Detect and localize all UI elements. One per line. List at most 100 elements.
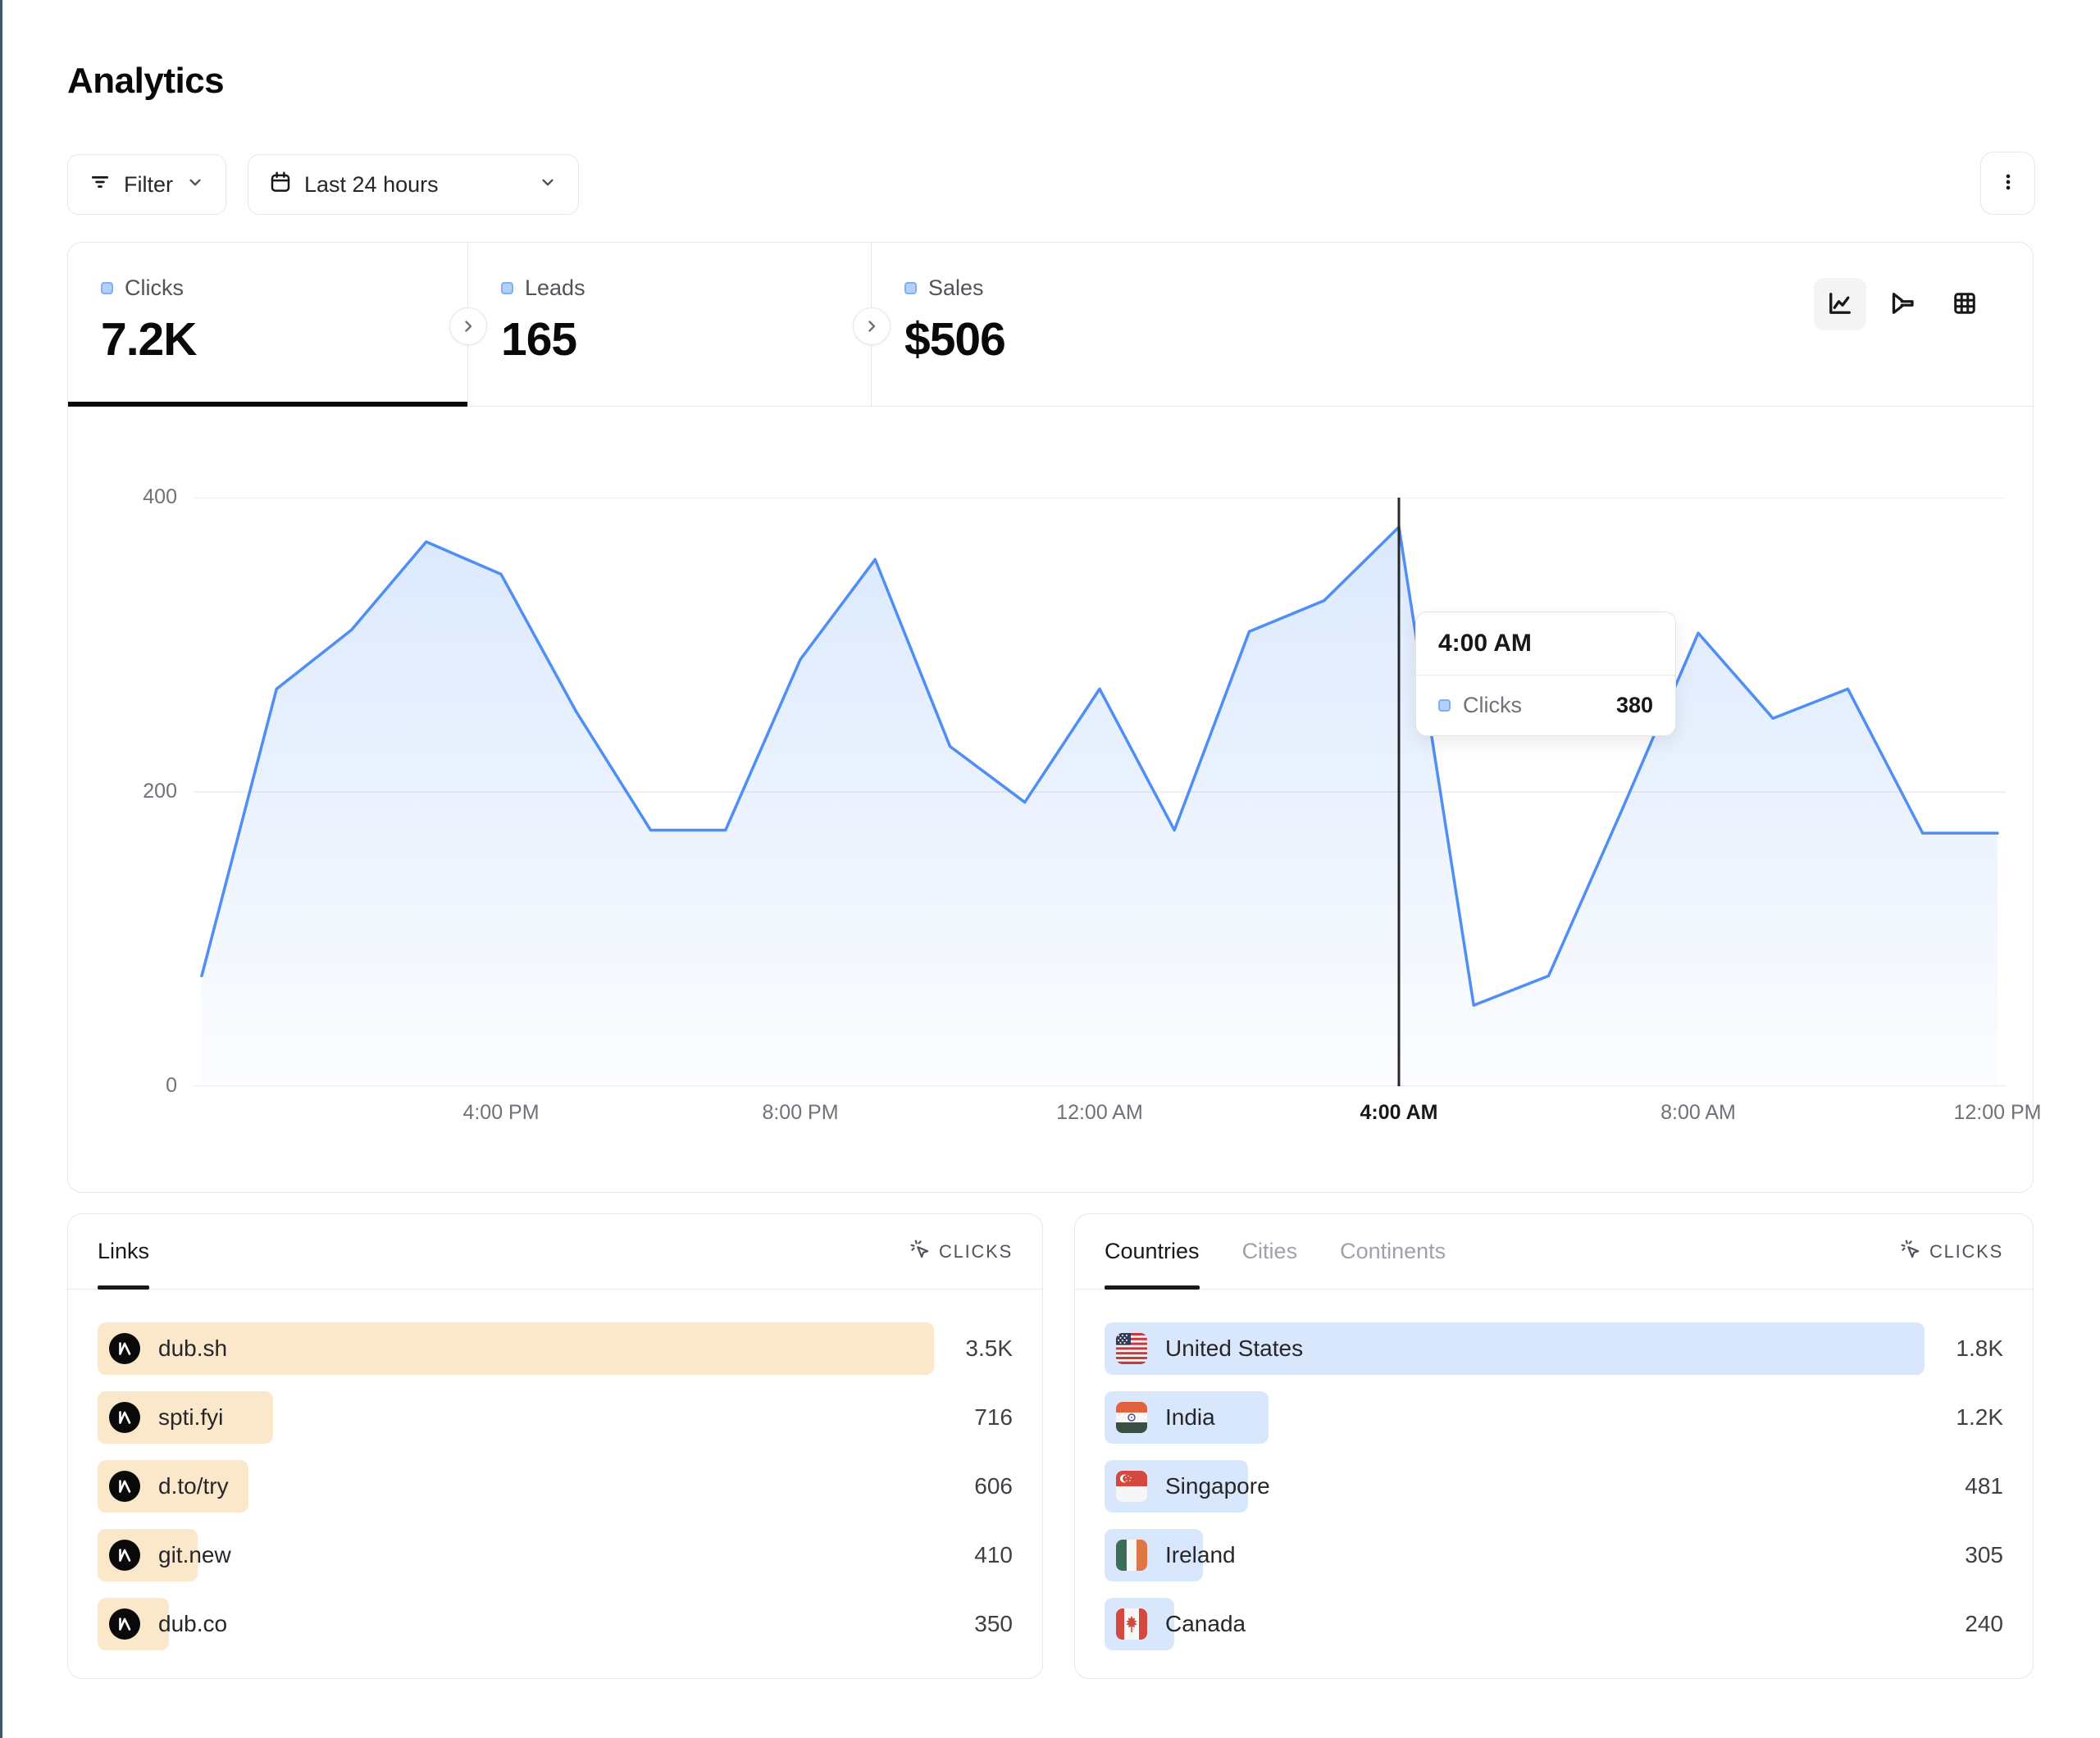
country-row[interactable]: Ireland 305 — [1105, 1529, 2003, 1581]
country-name: India — [1165, 1404, 1215, 1430]
chart-tooltip: 4:00 AM Clicks 380 — [1415, 612, 1676, 736]
links-panel: Links CLICKS dub.sh 3.5K spti.fyi — [67, 1213, 1043, 1679]
chevron-down-icon — [537, 171, 558, 198]
link-clicks-value: 3.5K — [965, 1335, 1013, 1361]
filter-button[interactable]: Filter — [67, 154, 226, 215]
dub-logo-icon — [109, 1540, 140, 1571]
y-tick-label: 400 — [143, 485, 177, 508]
date-range-button[interactable]: Last 24 hours — [248, 154, 579, 215]
x-tick-label: 12:00 AM — [1056, 1101, 1143, 1124]
analytics-card: Clicks 7.2K Leads 165 Sales $506 — [67, 242, 2042, 1193]
country-name: Singapore — [1165, 1473, 1270, 1499]
x-tick-label: 4:00 PM — [462, 1101, 540, 1124]
links-panel-header: Links CLICKS — [68, 1214, 1042, 1290]
link-clicks-value: 716 — [974, 1404, 1013, 1430]
country-row[interactable]: India 1.2K — [1105, 1391, 2003, 1444]
geo-panel-header: Countries Cities Continents CLICKS — [1075, 1214, 2033, 1290]
link-row[interactable]: dub.sh 3.5K — [98, 1322, 1013, 1375]
country-clicks-value: 481 — [1965, 1473, 2003, 1499]
table-view-button[interactable] — [1938, 278, 1991, 330]
chevron-right-icon — [465, 321, 472, 332]
link-row[interactable]: dub.co 350 — [98, 1598, 1013, 1650]
country-row[interactable]: Singapore 481 — [1105, 1460, 2003, 1513]
dub-logo-icon — [109, 1333, 140, 1364]
stat-value: 7.2K — [101, 313, 197, 366]
link-name: spti.fyi — [158, 1404, 224, 1430]
link-row[interactable]: d.to/try 606 — [98, 1460, 1013, 1513]
india-flag-icon — [1116, 1402, 1147, 1433]
us-flag-icon — [1116, 1333, 1147, 1364]
link-clicks-value: 350 — [974, 1611, 1013, 1636]
filter-button-label: Filter — [124, 171, 173, 197]
tab-countries[interactable]: Countries — [1105, 1214, 1200, 1290]
stat-label: Leads — [525, 275, 585, 300]
y-axis-labels: 0 200 400 — [68, 485, 177, 1097]
date-range-label: Last 24 hours — [304, 171, 439, 197]
funnel-view-button[interactable] — [1876, 278, 1929, 330]
stat-tab-leads[interactable]: Leads 165 — [468, 243, 872, 406]
metric-label-text: CLICKS — [938, 1240, 1013, 1262]
more-options-button[interactable] — [1980, 152, 2035, 215]
line-chart-icon — [1825, 289, 1855, 321]
grid-icon — [1950, 289, 1979, 321]
clicks-legend-swatch — [101, 282, 113, 294]
dub-logo-icon — [109, 1402, 140, 1433]
stat-tab-clicks[interactable]: Clicks 7.2K — [68, 243, 468, 407]
country-clicks-value: 305 — [1965, 1542, 2003, 1567]
y-tick-label: 0 — [166, 1074, 177, 1097]
chevron-right-icon — [868, 321, 876, 332]
x-tick-label: 8:00 AM — [1660, 1101, 1736, 1124]
country-row[interactable]: Canada 240 — [1105, 1598, 2003, 1650]
stat-value: 165 — [501, 313, 577, 366]
country-name: Canada — [1165, 1611, 1246, 1636]
link-row[interactable]: git.new 410 — [98, 1529, 1013, 1581]
country-clicks-value: 1.2K — [1956, 1404, 2003, 1430]
tab-cities[interactable]: Cities — [1241, 1239, 1298, 1263]
x-tick-label: 12:00 PM — [1953, 1101, 2042, 1124]
dub-logo-icon — [109, 1608, 140, 1640]
canada-flag-icon — [1116, 1608, 1147, 1640]
link-name: dub.co — [158, 1611, 228, 1636]
x-tick-label: 8:00 PM — [762, 1101, 839, 1124]
expand-sales-button[interactable] — [853, 307, 891, 345]
country-name: Ireland — [1165, 1542, 1236, 1567]
page-title: Analytics — [67, 61, 225, 101]
ireland-flag-icon — [1116, 1540, 1147, 1571]
filter-lines-icon — [88, 170, 112, 200]
link-name: dub.sh — [158, 1335, 228, 1361]
kebab-icon — [1997, 171, 2020, 196]
tooltip-time: 4:00 AM — [1416, 612, 1675, 676]
tooltip-series-label: Clicks — [1463, 693, 1522, 717]
links-metric-header[interactable]: CLICKS — [909, 1214, 1013, 1289]
tab-continents[interactable]: Continents — [1340, 1239, 1446, 1263]
x-axis-labels: 4:00 PM 8:00 PM 12:00 AM 4:00 AM 8:00 AM 12:0… — [194, 1101, 2041, 1134]
leads-legend-swatch — [501, 282, 513, 294]
chevron-down-icon — [184, 171, 206, 198]
chart-plot[interactable] — [194, 491, 2006, 1087]
country-row[interactable]: United States 1.8K — [1105, 1322, 2003, 1375]
stat-tab-sales[interactable]: Sales $506 — [872, 243, 2033, 406]
y-tick-label: 200 — [143, 780, 177, 803]
line-chart-view-button[interactable] — [1814, 278, 1866, 330]
tab-links[interactable]: Links — [98, 1214, 150, 1290]
clicks-area-chart[interactable] — [194, 491, 2006, 1087]
cursor-click-icon — [1900, 1239, 1921, 1265]
stats-row: Clicks 7.2K Leads 165 Sales $506 — [68, 243, 2033, 407]
country-clicks-value: 240 — [1965, 1611, 2003, 1636]
geo-metric-header[interactable]: CLICKS — [1900, 1214, 2003, 1289]
link-name: d.to/try — [158, 1473, 229, 1499]
tooltip-legend-swatch — [1438, 699, 1451, 712]
stat-label: Sales — [928, 275, 984, 300]
toolbar: Filter Last 24 hours — [67, 154, 579, 215]
expand-leads-button[interactable] — [449, 307, 487, 345]
country-clicks-value: 1.8K — [1956, 1335, 2003, 1361]
link-row[interactable]: spti.fyi 716 — [98, 1391, 1013, 1444]
funnel-icon — [1888, 289, 1917, 321]
geo-rows: United States 1.8K India 1.2K — [1075, 1290, 2033, 1650]
stat-value: $506 — [904, 313, 1006, 366]
cursor-click-icon — [909, 1239, 931, 1265]
dub-logo-icon — [109, 1471, 140, 1502]
sales-legend-swatch — [904, 282, 917, 294]
geo-panel: Countries Cities Continents CLICKS Unite… — [1074, 1213, 2034, 1679]
page-left-edge — [0, 0, 2, 1738]
